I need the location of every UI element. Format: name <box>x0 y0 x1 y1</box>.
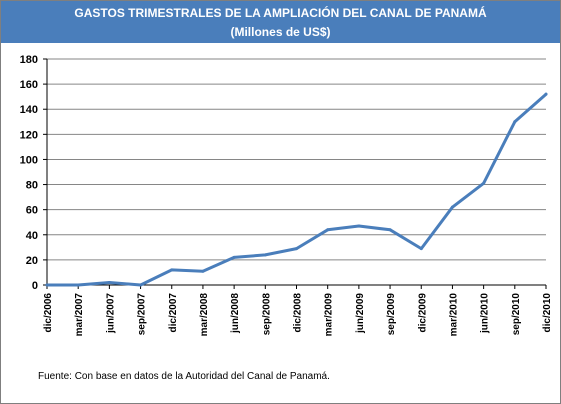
x-tick-label: sep/2007 <box>137 293 148 336</box>
x-tick-label: dic/2007 <box>168 293 179 333</box>
x-tick-label: mar/2007 <box>74 293 85 337</box>
data-point <box>419 247 423 251</box>
x-tick-label: dic/2009 <box>417 293 428 333</box>
x-tick-label: jun/2010 <box>480 293 491 334</box>
data-point <box>544 92 548 96</box>
data-point <box>357 224 361 228</box>
x-tick-label: mar/2010 <box>448 293 459 337</box>
x-tick-label: mar/2008 <box>199 293 210 337</box>
y-tick-label: 40 <box>26 230 38 242</box>
source-note: Fuente: Con base en datos de la Autorida… <box>38 371 330 382</box>
data-point <box>201 269 205 273</box>
chart-title: GASTOS TRIMESTRALES DE LA AMPLIACIÓN DEL… <box>74 6 487 20</box>
series-line <box>45 92 548 287</box>
data-point <box>482 181 486 185</box>
data-point <box>450 205 454 209</box>
chart-header: GASTOS TRIMESTRALES DE LA AMPLIACIÓN DEL… <box>1 1 560 43</box>
data-point <box>232 255 236 259</box>
y-tick-label: 160 <box>20 79 38 91</box>
y-tick-label: 140 <box>20 104 38 116</box>
data-point <box>326 228 330 232</box>
y-tick-label: 120 <box>20 129 38 141</box>
chart-subtitle: (Millones de US$) <box>230 25 331 39</box>
data-point <box>139 283 143 287</box>
x-tick-label: sep/2008 <box>261 293 272 336</box>
data-point <box>388 228 392 232</box>
y-tick-label: 60 <box>26 205 38 217</box>
x-tick-label: mar/2009 <box>324 293 335 337</box>
x-tick-label: jun/2009 <box>355 293 366 334</box>
x-tick-label: sep/2009 <box>386 293 397 336</box>
y-tick-label: 80 <box>26 180 38 192</box>
data-point <box>45 283 49 287</box>
x-tick-label: sep/2010 <box>511 293 522 336</box>
x-tick-label: dic/2010 <box>542 293 553 333</box>
x-tick-label: dic/2006 <box>43 293 54 333</box>
data-point <box>107 280 111 284</box>
x-tick-label: jun/2007 <box>105 293 116 334</box>
y-tick-label: 20 <box>26 255 38 267</box>
y-tick-label: 0 <box>32 280 38 292</box>
y-tick-label: 180 <box>20 54 38 66</box>
y-tick-label: 100 <box>20 154 38 166</box>
data-point <box>295 247 298 251</box>
data-point <box>76 283 80 287</box>
data-point <box>263 253 267 257</box>
x-tick-label: dic/2008 <box>293 293 304 333</box>
x-tick-label: jun/2008 <box>230 293 241 334</box>
data-point <box>170 268 174 272</box>
data-point <box>513 120 517 124</box>
